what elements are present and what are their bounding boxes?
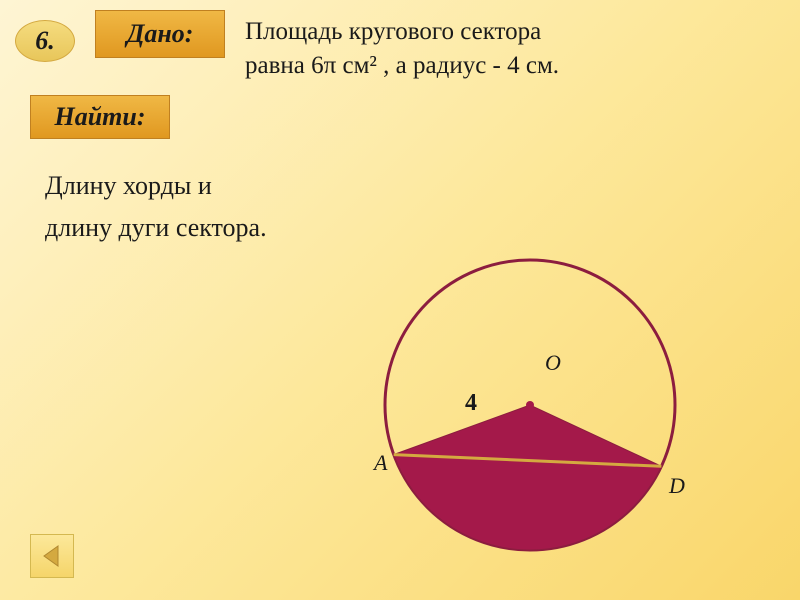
problem-line-1: Площадь кругового сектора xyxy=(245,15,559,49)
find-line-2: длину дуги сектора. xyxy=(45,207,267,249)
problem-number: 6. xyxy=(35,26,55,56)
label-radius-4: 4 xyxy=(465,390,477,416)
given-label: Дано: xyxy=(127,19,194,49)
find-line-1: Длину хорды и xyxy=(45,165,267,207)
back-arrow-icon xyxy=(38,542,66,570)
back-button[interactable] xyxy=(30,534,74,578)
diagram-svg: O A D 4 xyxy=(355,240,705,590)
problem-number-badge: 6. xyxy=(15,20,75,62)
geometry-diagram: O A D 4 xyxy=(355,240,705,590)
label-D: D xyxy=(668,473,685,498)
center-point xyxy=(526,401,534,409)
find-text: Длину хорды и длину дуги сектора. xyxy=(45,165,267,248)
problem-line-2: равна 6π см² , а радиус - 4 см. xyxy=(245,49,559,83)
problem-statement: Площадь кругового сектора равна 6π см² ,… xyxy=(245,15,559,83)
sector-fill xyxy=(394,405,662,550)
label-A: A xyxy=(372,450,388,475)
find-badge: Найти: xyxy=(30,95,170,139)
label-O: O xyxy=(545,350,561,375)
given-badge: Дано: xyxy=(95,10,225,58)
find-label: Найти: xyxy=(54,102,145,132)
